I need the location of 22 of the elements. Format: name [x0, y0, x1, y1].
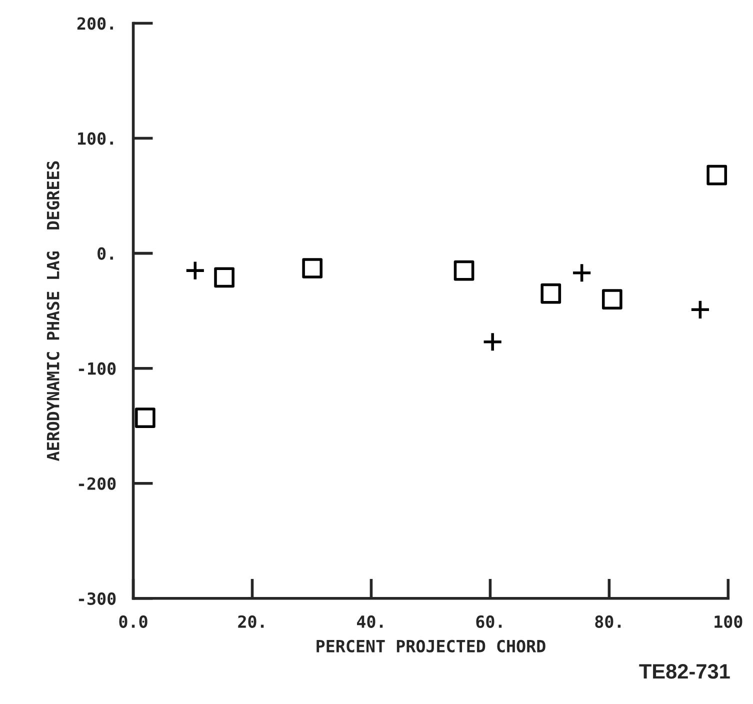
x-tick-label: 100 — [714, 615, 742, 628]
y-tick-label: -200 — [78, 477, 116, 490]
x-tick-label: 0.0 — [119, 615, 148, 628]
y-tick-label: -100 — [78, 362, 116, 375]
x-tick-label: 60. — [476, 615, 502, 628]
point — [602, 289, 622, 310]
x-axis-title: PERCENT PROJECTED CHORD — [316, 640, 546, 652]
point — [540, 283, 562, 304]
x-tick-label: 80. — [595, 615, 621, 628]
point — [302, 258, 323, 278]
x-tick-label: 20. — [238, 615, 264, 628]
x-tick-label: 40. — [357, 615, 383, 628]
y-tick-label: 0. — [98, 247, 113, 260]
point — [135, 408, 156, 428]
point — [706, 164, 728, 186]
y-tick-label: 100. — [78, 132, 113, 145]
y-axis-title: AERODYNAMIC PHASE LAG DEGREES — [46, 161, 60, 462]
y-tick-label: 200. — [77, 17, 113, 30]
y-tick-label: -300 — [78, 592, 116, 605]
text: TE82-731 — [639, 664, 730, 679]
point — [454, 260, 474, 281]
point — [214, 267, 234, 288]
